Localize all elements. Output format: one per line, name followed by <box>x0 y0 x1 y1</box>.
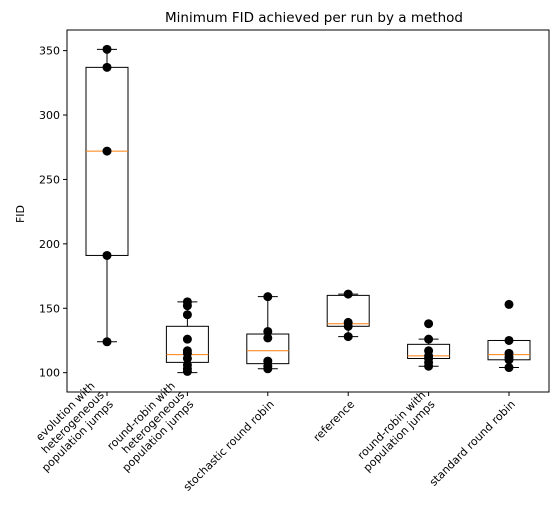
data-point <box>504 335 514 345</box>
data-point <box>182 354 192 364</box>
data-point <box>182 334 192 344</box>
box-group <box>85 44 129 347</box>
y-tick-label: 300 <box>39 109 60 122</box>
data-point <box>263 326 273 336</box>
y-tick-label: 350 <box>39 45 60 58</box>
x-tick-label: reference <box>311 398 357 444</box>
y-tick-label: 200 <box>39 238 60 251</box>
x-tick-label-line: reference <box>311 398 357 444</box>
box-group <box>246 292 290 374</box>
box-group <box>165 297 209 376</box>
data-point <box>263 333 273 343</box>
data-point <box>504 299 514 309</box>
box-group <box>487 299 531 373</box>
x-tick-label: round-robin withpopulation jumps <box>352 388 438 474</box>
x-tick-label: round-robin withheterogeneouspopulation … <box>101 379 196 474</box>
data-point <box>182 310 192 320</box>
data-point <box>263 364 273 374</box>
y-tick-label: 100 <box>39 367 60 380</box>
y-tick-label: 250 <box>39 173 60 186</box>
data-point <box>343 321 353 331</box>
x-tick-label: stochastic round robin <box>181 398 277 494</box>
plot-area: 100 150 200 250 300 350 evolution withheteroge… <box>21 29 550 494</box>
data-point <box>182 301 192 311</box>
data-point <box>504 363 514 373</box>
data-point <box>424 361 434 371</box>
data-point <box>102 250 112 260</box>
data-point <box>263 292 273 302</box>
data-point <box>182 366 192 376</box>
data-point <box>504 355 514 365</box>
plot-frame <box>66 29 550 393</box>
data-point <box>102 62 112 72</box>
y-tick-label: 150 <box>39 302 60 315</box>
data-point <box>102 146 112 156</box>
box-group <box>326 289 370 342</box>
data-point <box>424 319 434 329</box>
data-point <box>102 337 112 347</box>
x-tick-label: standard round robin <box>427 398 518 489</box>
y-axis-label: FID <box>14 205 27 223</box>
x-tick-label-line: standard round robin <box>427 398 518 489</box>
data-point <box>102 44 112 54</box>
box-group <box>407 319 451 371</box>
box <box>85 66 129 256</box>
chart-title: Minimum FID achieved per run by a method <box>165 10 463 26</box>
x-tick-label-line: stochastic round robin <box>181 398 277 494</box>
data-point <box>343 289 353 299</box>
data-point <box>343 332 353 342</box>
data-point <box>424 334 434 344</box>
x-tick-label: evolution withheterogeneouspopulation ju… <box>21 379 116 474</box>
